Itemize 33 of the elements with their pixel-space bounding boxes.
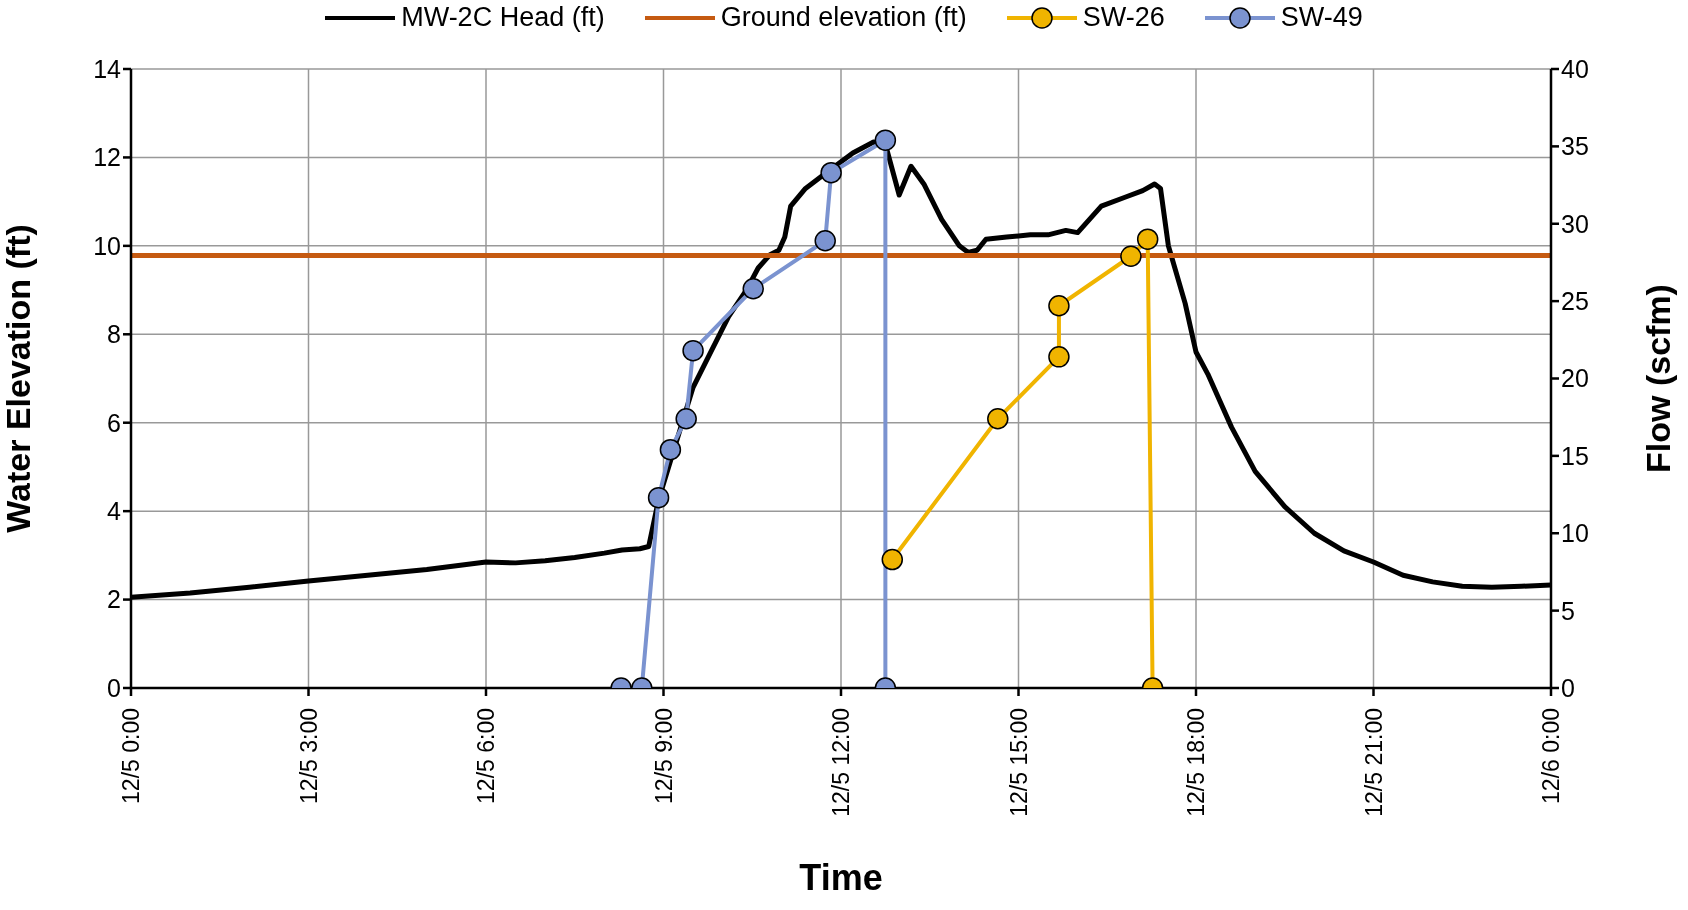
y2-tick-label: 20: [1561, 364, 1589, 393]
y-tick-label: 0: [107, 673, 121, 702]
x-tick-label: 12/6 0:00: [1538, 708, 1564, 804]
x-tick-label: 12/5 18:00: [1183, 708, 1209, 817]
y-tick-label: 2: [107, 585, 121, 614]
y2-tick-label: 30: [1561, 209, 1589, 238]
x-axis-title: Time: [799, 857, 883, 898]
x-tick-label: 12/5 3:00: [295, 708, 322, 804]
legend-label: SW-26: [1082, 2, 1165, 33]
x-tick-label: 12/5 15:00: [1005, 708, 1032, 817]
y2-tick-label: 15: [1561, 441, 1589, 470]
x-tick-label: 12/5 9:00: [650, 708, 677, 804]
y2-tick-label: 5: [1561, 596, 1575, 625]
x-tick-label: 12/5 21:00: [1360, 708, 1387, 817]
y-tick-label: 8: [107, 320, 121, 349]
y2-tick-label: 10: [1561, 519, 1589, 548]
y2-tick-label: 35: [1561, 132, 1589, 161]
y2-tick-label: 0: [1561, 673, 1575, 702]
x-tick-label: 12/5 12:00: [828, 708, 854, 817]
y-tick-label: 12: [93, 143, 121, 172]
x-tick-label: 12/5 0:00: [118, 708, 144, 804]
legend-label: MW-2C Head (ft): [401, 2, 605, 33]
y-tick-label: 4: [107, 497, 122, 526]
y2-tick-label: 40: [1561, 54, 1589, 83]
y2-axis-title: Flow (scfm): [1639, 284, 1678, 473]
x-tick-label: 12/5 6:00: [473, 708, 499, 804]
y-tick-label: 6: [107, 408, 121, 437]
y-axis-title: Water Elevation (ft): [0, 224, 38, 533]
legend-label: SW-49: [1280, 2, 1363, 33]
y2-tick-label: 25: [1561, 287, 1589, 315]
y-tick-label: 14: [93, 54, 122, 83]
legend-label: Ground elevation (ft): [720, 2, 967, 33]
y-tick-label: 10: [93, 231, 121, 260]
